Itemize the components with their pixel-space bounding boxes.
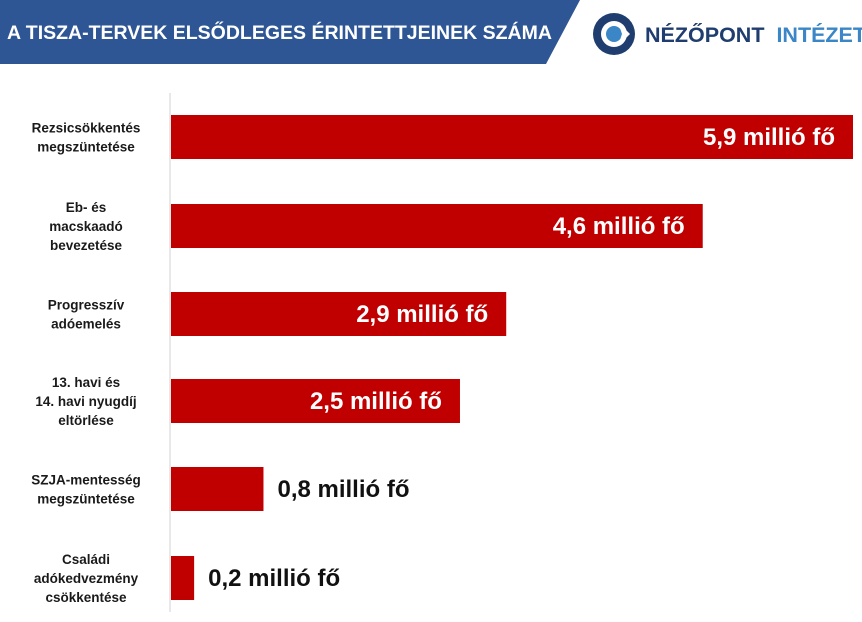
category-label-line: Eb- és — [66, 200, 107, 215]
bar-4 — [171, 467, 264, 511]
category-label-line: eltörlése — [58, 413, 114, 428]
category-label-line: csökkentése — [45, 590, 127, 605]
svg-text:NÉZŐPONT INTÉZET: NÉZŐPONT INTÉZET — [645, 22, 862, 47]
title-banner — [0, 0, 580, 64]
bar-0 — [171, 115, 853, 159]
bars-layer: 5,9 millió fő Rezsicsökkentés megszüntetés… — [31, 115, 853, 605]
data-label-4: 0,8 millió fő — [277, 476, 409, 503]
bar-2 — [171, 292, 507, 336]
data-label-1: 4,6 millió fő — [553, 213, 685, 240]
category-label-line: Rezsicsökkentés — [32, 121, 141, 136]
page-title: A TISZA-TERVEK ELSŐDLEGES ÉRINTETTJEINEK… — [7, 21, 552, 44]
category-label-3: 13. havi és 14. havi nyugdíj eltörlése — [35, 375, 136, 428]
category-label-1: Eb- és macskaadó bevezetése — [49, 200, 123, 253]
header-banner: A TISZA-TERVEK ELSŐDLEGES ÉRINTETTJEINEK… — [0, 0, 862, 64]
logo-name-primary: NÉZŐPONT — [645, 22, 764, 47]
data-label-5: 0,2 millió fő — [208, 565, 340, 592]
bar-1 — [171, 204, 703, 248]
data-label-0: 5,9 millió fő — [703, 124, 835, 151]
category-label-line: adóemelés — [51, 317, 121, 332]
category-label-line: megszüntetése — [37, 492, 135, 507]
category-label-line: Progresszív — [48, 298, 125, 313]
category-label-line: 13. havi és — [52, 375, 120, 390]
bar-5 — [171, 556, 195, 600]
category-label-2: Progresszív adóemelés — [48, 298, 125, 332]
category-label-line: SZJA-mentesség — [31, 473, 141, 488]
logo-name-secondary: INTÉZET — [776, 22, 862, 47]
category-label-4: SZJA-mentesség megszüntetése — [31, 473, 141, 507]
nezopont-logo-icon — [593, 13, 635, 55]
category-label-line: megszüntetése — [37, 140, 135, 155]
category-label-line: 14. havi nyugdíj — [35, 394, 136, 409]
data-label-3: 2,5 millió fő — [310, 388, 442, 415]
nezopont-logo: NÉZŐPONT INTÉZET — [593, 13, 862, 55]
category-label-line: Családi — [62, 552, 110, 567]
bar-3 — [171, 379, 460, 423]
category-label-line: adókedvezmény — [34, 571, 139, 586]
category-label-5: Családi adókedvezmény csökkentése — [34, 552, 139, 605]
category-label-line: bevezetése — [50, 238, 123, 253]
data-label-2: 2,9 millió fő — [356, 301, 488, 328]
category-label-0: Rezsicsökkentés megszüntetése — [32, 121, 141, 155]
category-label-line: macskaadó — [49, 219, 123, 234]
